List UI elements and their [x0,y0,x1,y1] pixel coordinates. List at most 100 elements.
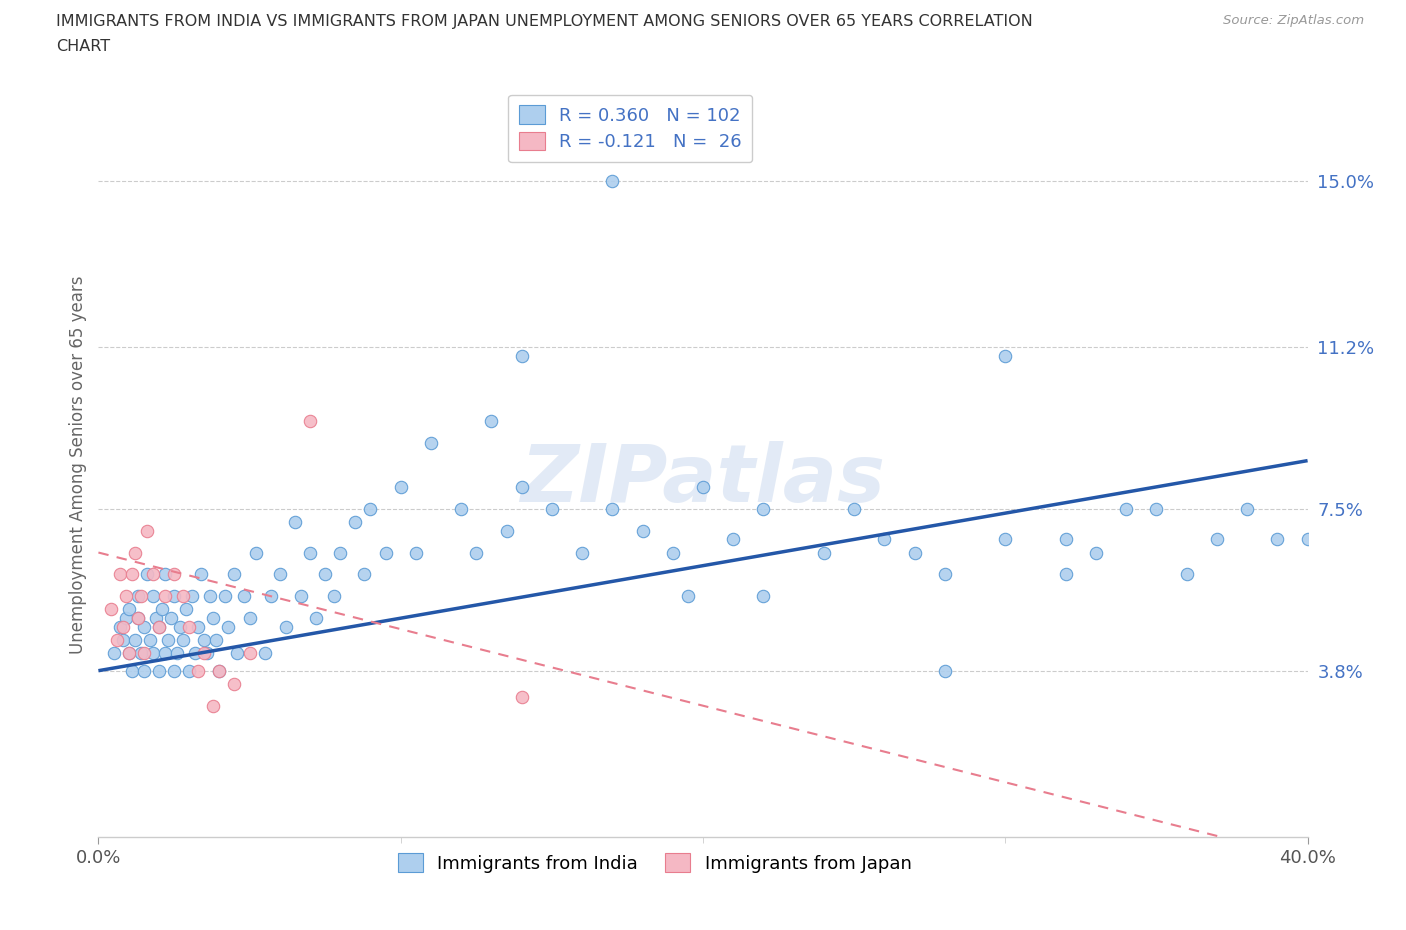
Point [344,514,367,529]
Legend: Immigrants from India, Immigrants from Japan: Immigrants from India, Immigrants from J… [391,846,920,880]
Point [323,589,346,604]
Point [156,632,179,647]
Point [142,589,165,604]
Point [195,645,218,660]
Point [224,567,246,582]
Point [420,435,443,450]
Point [139,632,162,647]
Point [111,619,134,634]
Point [150,602,173,617]
Point [602,173,624,188]
Point [208,663,231,678]
Point [166,645,188,660]
Point [205,632,228,647]
Point [245,545,267,560]
Point [163,589,186,604]
Point [202,611,225,626]
Point [142,645,165,660]
Point [353,567,375,582]
Point [844,501,866,516]
Point [187,619,209,634]
Point [314,567,336,582]
Point [153,645,176,660]
Point [934,663,956,678]
Point [1144,501,1167,516]
Point [994,532,1017,547]
Point [114,589,136,604]
Point [1054,532,1077,547]
Point [163,663,186,678]
Point [904,545,927,560]
Point [299,545,322,560]
Point [481,414,503,429]
Point [132,619,155,634]
Point [127,589,149,604]
Point [129,645,152,660]
Point [631,524,654,538]
Point [169,619,191,634]
Point [214,589,236,604]
Point [510,689,533,704]
Point [253,645,276,660]
Point [124,632,146,647]
Point [1175,567,1198,582]
Point [153,567,176,582]
Point [118,602,141,617]
Point [132,663,155,678]
Point [217,619,239,634]
Y-axis label: Unemployment Among Seniors over 65 years: Unemployment Among Seniors over 65 years [69,276,87,654]
Point [172,632,194,647]
Point [132,645,155,660]
Point [752,501,775,516]
Point [1085,545,1108,560]
Point [676,589,699,604]
Point [1115,501,1137,516]
Point [145,611,167,626]
Point [389,480,412,495]
Text: Source: ZipAtlas.com: Source: ZipAtlas.com [1223,14,1364,27]
Point [121,663,143,678]
Point [100,602,122,617]
Point [510,348,533,363]
Point [873,532,896,547]
Point [305,611,328,626]
Point [190,567,212,582]
Point [200,589,222,604]
Point [121,567,143,582]
Point [571,545,593,560]
Point [602,501,624,516]
Point [405,545,427,560]
Point [813,545,835,560]
Point [118,645,141,660]
Point [202,698,225,713]
Point [193,632,215,647]
Point [184,645,207,660]
Point [187,663,209,678]
Point [269,567,291,582]
Point [752,589,775,604]
Point [174,602,197,617]
Point [1206,532,1229,547]
Point [181,589,204,604]
Text: IMMIGRANTS FROM INDIA VS IMMIGRANTS FROM JAPAN UNEMPLOYMENT AMONG SENIORS OVER 6: IMMIGRANTS FROM INDIA VS IMMIGRANTS FROM… [56,14,1033,29]
Point [495,524,517,538]
Point [160,611,183,626]
Point [118,645,141,660]
Point [934,567,956,582]
Point [163,567,186,582]
Point [172,589,194,604]
Point [1267,532,1289,547]
Point [290,589,312,604]
Point [260,589,283,604]
Point [135,524,157,538]
Point [239,611,262,626]
Point [127,611,149,626]
Point [224,676,246,691]
Point [374,545,396,560]
Point [274,619,297,634]
Point [111,632,134,647]
Point [103,645,125,660]
Point [148,663,170,678]
Point [142,567,165,582]
Point [148,619,170,634]
